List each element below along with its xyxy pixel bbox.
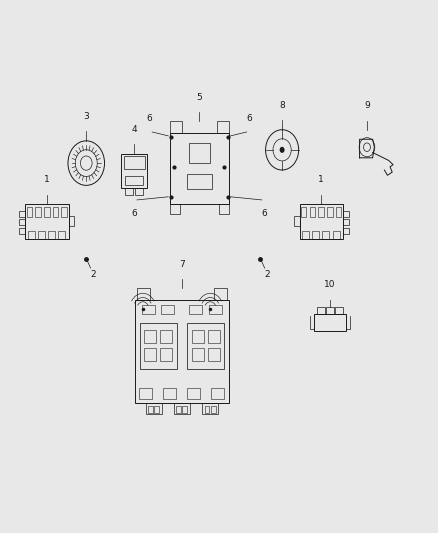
Bar bbox=[192, 348, 204, 361]
Bar bbox=[141, 305, 155, 314]
Bar bbox=[208, 329, 220, 343]
Bar bbox=[302, 231, 309, 239]
Bar bbox=[336, 207, 341, 217]
Bar bbox=[53, 207, 58, 217]
Bar bbox=[208, 348, 220, 361]
Bar bbox=[314, 314, 346, 330]
Bar bbox=[211, 406, 215, 413]
Bar bbox=[160, 348, 172, 361]
Bar bbox=[170, 121, 182, 133]
Bar bbox=[343, 219, 349, 225]
Bar bbox=[300, 204, 343, 239]
Bar bbox=[170, 204, 180, 214]
Bar bbox=[187, 388, 200, 399]
Bar bbox=[318, 307, 325, 314]
Bar bbox=[322, 231, 329, 239]
Bar bbox=[335, 307, 343, 314]
Bar bbox=[146, 403, 162, 414]
Bar bbox=[139, 388, 152, 399]
Bar bbox=[177, 406, 181, 413]
Bar bbox=[219, 204, 229, 214]
Bar bbox=[19, 219, 25, 225]
Bar bbox=[125, 188, 133, 195]
Bar bbox=[124, 156, 145, 169]
Bar bbox=[135, 188, 143, 195]
Text: 6: 6 bbox=[131, 209, 137, 217]
Bar bbox=[214, 288, 226, 300]
Bar bbox=[188, 143, 210, 163]
Bar bbox=[154, 406, 159, 413]
Bar bbox=[38, 231, 45, 239]
Bar bbox=[174, 403, 190, 414]
Bar bbox=[19, 211, 25, 216]
Bar bbox=[28, 231, 35, 239]
Bar bbox=[58, 231, 65, 239]
Bar bbox=[144, 348, 156, 361]
Bar bbox=[192, 329, 204, 343]
Bar bbox=[208, 305, 222, 314]
Text: 5: 5 bbox=[197, 93, 202, 102]
Text: 10: 10 bbox=[324, 280, 336, 289]
Bar bbox=[25, 204, 69, 239]
Bar bbox=[189, 305, 202, 314]
Bar bbox=[312, 231, 319, 239]
Bar bbox=[170, 133, 229, 204]
Text: 9: 9 bbox=[364, 101, 370, 110]
Bar bbox=[343, 228, 349, 233]
Bar bbox=[140, 324, 177, 368]
Text: 4: 4 bbox=[131, 125, 137, 134]
Bar bbox=[187, 174, 212, 189]
Bar bbox=[294, 216, 300, 225]
Bar bbox=[61, 207, 67, 217]
Bar bbox=[310, 207, 315, 217]
Bar bbox=[121, 154, 147, 188]
Bar bbox=[343, 211, 349, 216]
Bar bbox=[160, 329, 172, 343]
Text: 6: 6 bbox=[146, 114, 152, 123]
Bar bbox=[211, 388, 224, 399]
Bar bbox=[35, 207, 41, 217]
Bar bbox=[183, 406, 187, 413]
Text: 7: 7 bbox=[179, 260, 185, 269]
Bar bbox=[327, 207, 332, 217]
Bar bbox=[27, 207, 32, 217]
Bar bbox=[318, 207, 324, 217]
Bar bbox=[332, 231, 339, 239]
Bar bbox=[44, 207, 49, 217]
Bar bbox=[187, 324, 224, 368]
Text: 3: 3 bbox=[83, 112, 89, 120]
Bar bbox=[326, 307, 334, 314]
Bar bbox=[125, 176, 143, 185]
Text: 1: 1 bbox=[318, 175, 324, 184]
Text: 8: 8 bbox=[279, 101, 285, 110]
Text: 6: 6 bbox=[262, 209, 268, 217]
Bar bbox=[144, 329, 156, 343]
Bar bbox=[48, 231, 55, 239]
Bar bbox=[19, 228, 25, 233]
Bar bbox=[202, 403, 218, 414]
Circle shape bbox=[279, 147, 285, 153]
Text: 1: 1 bbox=[44, 175, 50, 184]
Bar bbox=[148, 406, 153, 413]
Bar bbox=[205, 406, 209, 413]
Bar bbox=[135, 300, 229, 403]
Text: 2: 2 bbox=[264, 270, 270, 279]
Bar bbox=[161, 305, 174, 314]
Bar bbox=[69, 216, 74, 225]
Bar bbox=[138, 288, 150, 300]
Text: 2: 2 bbox=[90, 270, 95, 279]
Bar bbox=[301, 207, 307, 217]
Text: 6: 6 bbox=[247, 114, 252, 123]
Bar bbox=[163, 388, 176, 399]
Bar bbox=[217, 121, 229, 133]
